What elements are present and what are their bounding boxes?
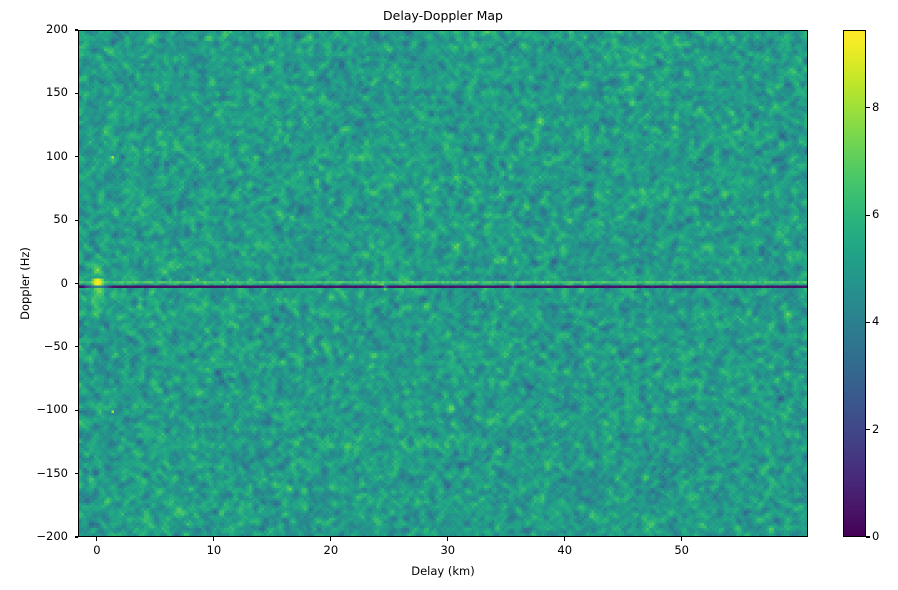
y-tick-label: −200 (36, 529, 68, 543)
y-tick-mark (74, 473, 78, 475)
y-tick-mark (74, 282, 78, 285)
x-tick-label: 30 (440, 543, 456, 557)
y-tick-label: −50 (43, 338, 68, 353)
x-tick-mark (681, 537, 683, 541)
colorbar-tick-mark (866, 214, 870, 216)
x-tick-label: 40 (557, 543, 573, 557)
y-tick-label: 0 (60, 275, 68, 290)
y-tick-mark (74, 536, 78, 538)
y-tick-label: 50 (53, 212, 68, 227)
y-tick-mark (74, 156, 78, 158)
colorbar-tick-label: 0 (872, 529, 880, 543)
y-axis-label: Doppler (Hz) (18, 247, 32, 320)
y-tick-mark (74, 29, 78, 31)
page-title: Delay-Doppler Map (383, 8, 503, 23)
colorbar-gradient (844, 31, 865, 536)
y-tick-label: 200 (46, 22, 68, 36)
y-tick-mark (74, 92, 78, 94)
y-tick-mark (74, 346, 78, 348)
x-tick-mark (330, 537, 332, 541)
x-tick-label: 0 (93, 543, 101, 557)
y-tick-label: 100 (46, 148, 68, 163)
x-tick-label: 10 (206, 543, 222, 557)
colorbar-tick-mark (866, 321, 870, 323)
x-axis-label: Delay (km) (411, 564, 475, 578)
colorbar (843, 30, 866, 537)
colorbar-tick-label: 4 (872, 314, 880, 329)
x-tick-mark (213, 537, 215, 541)
x-tick-mark (447, 537, 449, 541)
x-tick-label: 50 (674, 543, 690, 557)
colorbar-tick-mark (866, 536, 870, 538)
y-tick-label: −150 (36, 465, 68, 480)
y-tick-mark (74, 219, 78, 221)
colorbar-tick-label: 2 (872, 421, 880, 436)
colorbar-tick-mark (866, 107, 870, 109)
colorbar-tick-label: 6 (872, 207, 880, 222)
colorbar-tick-mark (866, 429, 870, 431)
y-tick-label: 150 (46, 85, 68, 100)
x-tick-mark (564, 537, 566, 541)
heatmap-image (79, 31, 807, 536)
delay-doppler-heatmap-axes (78, 30, 808, 537)
y-tick-mark (74, 409, 78, 411)
y-tick-label: −100 (36, 402, 68, 417)
x-tick-label: 20 (323, 543, 339, 557)
colorbar-tick-label: 8 (872, 99, 880, 114)
x-tick-mark (96, 537, 98, 541)
